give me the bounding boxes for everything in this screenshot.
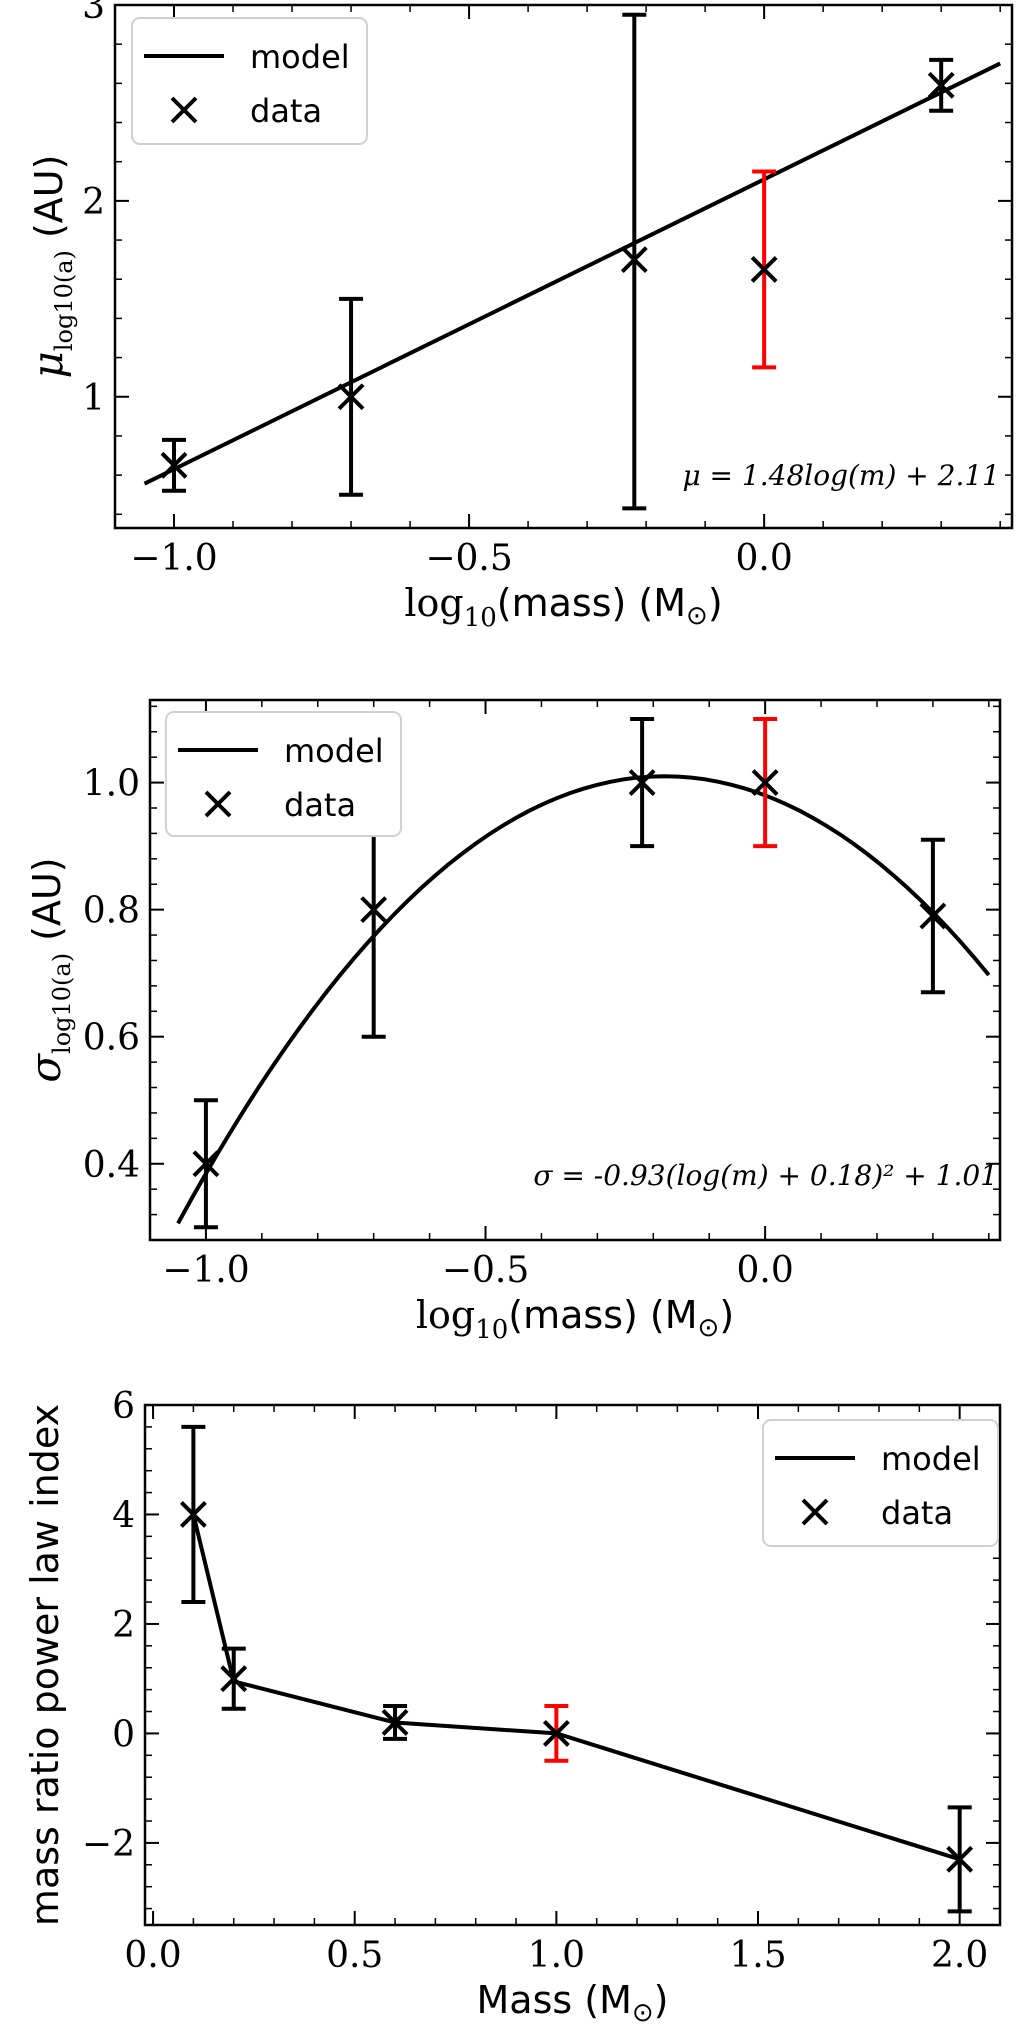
x-axis-label-close: ) xyxy=(708,581,723,625)
data-point-marker xyxy=(751,769,779,797)
x-axis-label-text: Mass (M xyxy=(477,1978,632,2022)
panel-sigma-vs-mass: −1.0 −0.5 0.0 0.4 0.6 0.8 1.0 model data σ = -0.9… xyxy=(21,698,1002,1345)
x-axis-label-log: log xyxy=(404,581,463,625)
y-axis-label-text: mass ratio power law index xyxy=(23,1404,67,1926)
data-point-marker xyxy=(927,71,955,99)
data-point-marker xyxy=(220,1665,248,1693)
y-axis-label: σlog10(a) (AU) xyxy=(21,857,76,1082)
y-tick-label: 6 xyxy=(112,1386,135,1427)
x-axis-label-text: (mass) (M xyxy=(508,1293,697,1337)
model-curve xyxy=(143,61,1002,486)
y-axis-label-sub: log10(a) xyxy=(50,250,78,351)
legend-data-marker xyxy=(204,790,232,818)
x-axis-label-close: ) xyxy=(654,1978,669,2022)
y-tick-label: 0.6 xyxy=(83,1018,140,1059)
data-point-marker xyxy=(381,1709,409,1736)
y-tick-label: 0 xyxy=(112,1714,135,1755)
y-tick-label: 2 xyxy=(82,182,105,223)
y-axis-label-symbol: σ xyxy=(21,1053,70,1083)
data-point-marker xyxy=(192,1150,220,1178)
x-axis-label: log10(mass) (M⊙) xyxy=(416,1293,734,1345)
axes-frame xyxy=(148,698,1002,1242)
model-curve xyxy=(176,774,991,1225)
y-axis-label-sub: log10(a) xyxy=(48,953,76,1054)
x-axis-label-sub: 10 xyxy=(464,603,497,633)
panel-power-law-index-vs-mass: 0.0 0.5 1.0 1.5 2.0 −2 0 2 4 6 model data Mass (M⊙) m… xyxy=(23,1386,1002,2028)
y-tick-label: 3 xyxy=(82,0,105,27)
legend-data-label: data xyxy=(250,92,322,130)
data-point-marker xyxy=(360,896,388,924)
x-tick-label: 0.0 xyxy=(124,1935,181,1976)
legend-box xyxy=(165,711,402,837)
y-axis-label: mass ratio power law index xyxy=(23,1404,67,1926)
y-tick-label: 0.8 xyxy=(83,891,140,932)
x-axis-label-text: (mass) (M xyxy=(497,581,686,625)
x-tick-label: 0.0 xyxy=(736,1250,793,1291)
data-point-marker xyxy=(542,1720,570,1747)
legend-data-label: data xyxy=(881,1494,953,1532)
x-tick-label: −0.5 xyxy=(442,1250,529,1291)
equation-annotation: μ = 1.48log(m) + 2.11 xyxy=(682,459,1000,492)
y-axis-label-unit: (AU) xyxy=(25,857,69,953)
y-tick-label: 1.0 xyxy=(83,764,140,805)
y-axis-label: μlog10(a) (AU) xyxy=(23,155,78,379)
x-axis-label: log10(mass) (M⊙) xyxy=(404,581,722,633)
legend-data-marker xyxy=(801,1498,829,1526)
data-point-marker xyxy=(620,246,648,274)
data-point-marker xyxy=(750,256,778,283)
model-curve xyxy=(191,1514,961,1862)
x-tick-label: 1.0 xyxy=(528,1935,585,1976)
legend-data-label: data xyxy=(284,786,356,824)
x-axis-label-sun-symbol: ⊙ xyxy=(686,601,708,631)
x-tick-label: 1.5 xyxy=(729,1935,786,1976)
data-point-marker xyxy=(160,451,188,479)
y-tick-label: 4 xyxy=(112,1495,135,1536)
y-tick-label: 0.4 xyxy=(83,1145,140,1186)
y-tick-label: 2 xyxy=(112,1605,135,1646)
x-tick-label: 0.5 xyxy=(326,1935,383,1976)
legend-box xyxy=(131,17,368,145)
y-tick-label: 1 xyxy=(82,378,105,419)
data-point-marker xyxy=(628,769,656,797)
panel-mu-vs-mass: −1.0 −0.5 0.0 1 2 3 model data μ = 1.48log(m) + … xyxy=(23,0,1014,633)
x-tick-label: −1.0 xyxy=(130,538,217,579)
x-axis-label-sun-symbol: ⊙ xyxy=(698,1313,720,1343)
data-point-marker xyxy=(179,1501,207,1528)
y-tick-label: −2 xyxy=(82,1824,135,1865)
legend-model-label: model xyxy=(881,1440,981,1478)
data-point-marker xyxy=(946,1845,974,1873)
x-axis-label-sub: 10 xyxy=(475,1315,508,1345)
x-tick-label: 2.0 xyxy=(931,1935,988,1976)
data-point-marker xyxy=(919,902,947,930)
legend-box xyxy=(762,1419,999,1547)
equation-annotation: σ = -0.93(log(m) + 0.18)² + 1.01 xyxy=(533,1159,998,1192)
axes-frame xyxy=(113,3,1014,530)
data-point-marker xyxy=(337,383,365,411)
x-tick-label: −0.5 xyxy=(425,538,512,579)
x-axis-label-close: ) xyxy=(719,1293,734,1337)
legend-data-marker xyxy=(170,96,198,124)
legend-model-label: model xyxy=(284,732,384,770)
legend-model-label: model xyxy=(250,38,350,76)
y-axis-label-unit: (AU) xyxy=(27,155,71,251)
x-tick-label: −1.0 xyxy=(162,1250,249,1291)
x-axis-label-log: log xyxy=(416,1293,475,1337)
x-tick-label: 0.0 xyxy=(736,538,793,579)
x-axis-label-sun-symbol: ⊙ xyxy=(632,1998,654,2028)
y-axis-label-symbol: μ xyxy=(23,351,72,378)
x-axis-label: Mass (M⊙) xyxy=(477,1978,669,2028)
axes-frame xyxy=(143,1403,1002,1927)
